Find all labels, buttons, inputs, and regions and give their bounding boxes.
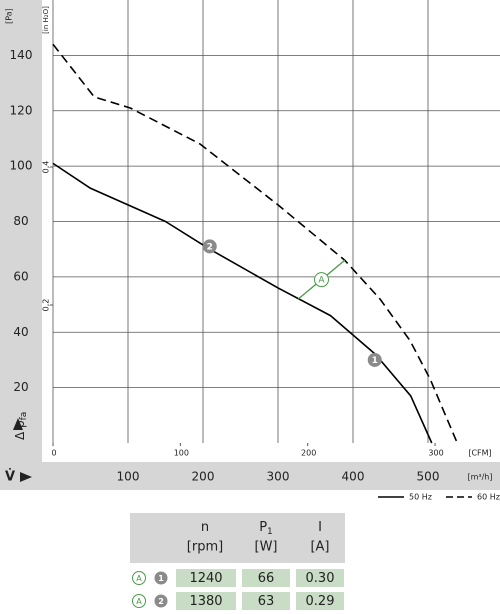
curve [52,162,433,444]
table-cell: 0.29 [306,594,335,609]
point-badge [202,239,217,254]
y2-tick-label: 0,2 [42,299,51,312]
table-header-main: I [318,520,322,535]
table-header-main: P [259,520,267,535]
table-cell: 63 [258,594,275,609]
table-header-main: n [201,520,209,535]
x-tick-label: 200 [192,470,215,484]
row-point-badge [154,594,168,608]
left-band [0,0,42,490]
y-tick-label: 120 [10,103,33,117]
x2-tick-label: 0 [51,449,56,458]
table-cell-bg [242,592,290,610]
y2-tick-label: 0,4 [42,161,51,174]
y-tick-label: 20 [13,380,28,394]
table-cell-bg [242,569,290,587]
x2-unit: [CFM] [468,449,491,458]
table-cell: 1380 [189,594,222,609]
row-curve-badge [132,594,146,608]
table-header-unit: [A] [310,540,329,555]
operating-badge [314,272,329,288]
y2-unit: [in H₂O] [42,6,50,34]
table-header-name: I [318,520,322,535]
table-cell: 0.30 [306,571,335,586]
row-point: 2 [158,597,164,606]
x-unit: [m³/h] [467,473,492,482]
x2-tick-label: 200 [301,449,316,458]
x-tick-label: 500 [417,470,440,484]
operating-label: A [318,276,325,286]
x-tick-label: 100 [117,470,140,484]
table-cell: 66 [258,571,275,586]
y-label: Δ pfa [13,412,29,440]
point-label: 2 [207,242,213,252]
bottom-band [0,462,500,490]
y-tick-label: 40 [13,325,28,339]
table-cell: 1240 [189,571,222,586]
y-tick-label: 140 [10,48,33,62]
table-cell-bg [296,569,344,587]
table-header-bg [130,513,345,563]
point-badge [367,352,382,367]
y-label-sub: fa [19,412,29,421]
table-cell-bg [176,592,236,610]
row-curve-badge [132,571,146,585]
table-header-unit: [rpm] [187,540,223,555]
table-header-sub: 1 [267,527,273,537]
table-cell-bg [176,569,236,587]
table-header-name: n [201,520,209,535]
point-label: 1 [372,356,378,366]
table-header-name: P1 [259,520,273,537]
legend-label: 50 Hz [409,493,432,502]
row-curve: A [136,574,142,583]
y-tick-label: 80 [13,214,28,228]
x-arrow [20,472,32,482]
y-unit: [Pa] [5,8,14,24]
y-label-main: Δ p [13,420,27,440]
legend-label: 60 Hz [477,493,500,502]
x-label: V̇ [5,469,15,484]
x2-tick-label: 100 [174,449,189,458]
row-point: 1 [158,574,164,583]
table-cell-bg [296,592,344,610]
y-arrow [13,418,23,430]
row-curve: A [136,597,142,606]
table-header-unit: [W] [255,540,278,555]
x-tick-label: 400 [342,470,365,484]
row-point-badge [154,571,168,585]
curve [52,43,458,444]
y-tick-label: 100 [10,159,33,173]
x2-tick-label: 300 [428,449,443,458]
x-tick-label: 300 [267,470,290,484]
y-tick-label: 60 [13,269,28,283]
